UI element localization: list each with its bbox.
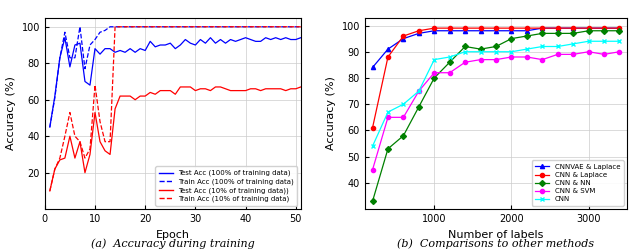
CNN & Laplace: [415, 29, 422, 32]
CNN & Laplace: [554, 27, 561, 30]
CNNVAE & Laplace: [554, 27, 561, 30]
CNN: [538, 45, 546, 48]
CNN: [461, 50, 469, 53]
Text: (b)  Comparisons to other methods: (b) Comparisons to other methods: [397, 239, 595, 249]
CNN & SVM: [399, 116, 407, 119]
Legend: CNNVAE & Laplace, CNN & Laplace, CNN & NN, CNN & SVM, CNN: CNNVAE & Laplace, CNN & Laplace, CNN & N…: [532, 161, 624, 206]
CNNVAE & Laplace: [415, 32, 422, 35]
CNN & SVM: [585, 50, 593, 53]
CNNVAE & Laplace: [616, 27, 623, 30]
CNNVAE & Laplace: [461, 29, 469, 32]
CNN & Laplace: [523, 27, 531, 30]
Legend: Test Acc (100% of training data), Train Acc (100% of training data), Test Acc (1: Test Acc (100% of training data), Train …: [155, 167, 298, 206]
CNN & SVM: [446, 71, 454, 74]
CNN & NN: [384, 147, 392, 150]
CNN: [431, 58, 438, 61]
CNN & Laplace: [570, 27, 577, 30]
CNN & Laplace: [399, 35, 407, 38]
CNN & NN: [616, 29, 623, 32]
CNN & NN: [477, 48, 484, 51]
CNN & SVM: [523, 55, 531, 58]
CNNVAE & Laplace: [431, 29, 438, 32]
CNN: [415, 90, 422, 93]
CNNVAE & Laplace: [538, 27, 546, 30]
Y-axis label: Accuracy (%): Accuracy (%): [326, 76, 336, 150]
CNN & NN: [585, 29, 593, 32]
CNNVAE & Laplace: [399, 37, 407, 40]
CNN & SVM: [369, 168, 376, 171]
CNN: [477, 50, 484, 53]
CNN: [492, 50, 500, 53]
CNN & SVM: [461, 61, 469, 64]
CNN & NN: [415, 105, 422, 108]
CNN & Laplace: [369, 126, 376, 129]
CNNVAE & Laplace: [446, 29, 454, 32]
CNN & Laplace: [600, 27, 608, 30]
CNNVAE & Laplace: [585, 27, 593, 30]
Line: CNNVAE & Laplace: CNNVAE & Laplace: [371, 26, 621, 70]
CNN & SVM: [477, 58, 484, 61]
CNN & Laplace: [508, 27, 515, 30]
CNNVAE & Laplace: [600, 27, 608, 30]
CNNVAE & Laplace: [384, 48, 392, 51]
CNN & NN: [431, 76, 438, 79]
Line: CNN & SVM: CNN & SVM: [371, 50, 621, 172]
CNNVAE & Laplace: [369, 66, 376, 69]
CNN & SVM: [431, 71, 438, 74]
CNN: [554, 45, 561, 48]
CNN: [585, 40, 593, 43]
CNN & Laplace: [616, 27, 623, 30]
CNN & NN: [399, 134, 407, 137]
CNN & NN: [523, 35, 531, 38]
CNN & SVM: [570, 53, 577, 56]
X-axis label: Number of labels: Number of labels: [448, 230, 544, 240]
CNN: [570, 42, 577, 45]
Line: CNN: CNN: [371, 39, 621, 148]
Line: CNN & NN: CNN & NN: [371, 29, 621, 203]
CNN & Laplace: [585, 27, 593, 30]
CNN & Laplace: [384, 55, 392, 58]
CNNVAE & Laplace: [508, 29, 515, 32]
CNN & Laplace: [538, 27, 546, 30]
CNNVAE & Laplace: [523, 29, 531, 32]
X-axis label: Epoch: Epoch: [156, 230, 190, 240]
CNN & Laplace: [477, 27, 484, 30]
CNN & Laplace: [492, 27, 500, 30]
CNNVAE & Laplace: [477, 29, 484, 32]
CNN & NN: [508, 37, 515, 40]
CNNVAE & Laplace: [570, 27, 577, 30]
CNN & NN: [492, 45, 500, 48]
CNN: [399, 103, 407, 106]
CNN & Laplace: [431, 27, 438, 30]
CNN & NN: [570, 32, 577, 35]
CNN & NN: [600, 29, 608, 32]
CNN & SVM: [538, 58, 546, 61]
CNN & NN: [538, 32, 546, 35]
CNN & Laplace: [461, 27, 469, 30]
CNNVAE & Laplace: [492, 29, 500, 32]
CNN: [600, 40, 608, 43]
Line: CNN & Laplace: CNN & Laplace: [371, 26, 621, 130]
CNN: [369, 145, 376, 148]
CNN & SVM: [600, 53, 608, 56]
CNN & SVM: [508, 55, 515, 58]
Text: (a)  Accuracy during training: (a) Accuracy during training: [91, 239, 255, 249]
CNN & NN: [461, 45, 469, 48]
CNN & SVM: [384, 116, 392, 119]
CNN: [523, 48, 531, 51]
CNN: [616, 40, 623, 43]
CNN: [384, 111, 392, 114]
CNN & NN: [446, 61, 454, 64]
CNN: [446, 55, 454, 58]
Y-axis label: Accuracy (%): Accuracy (%): [6, 76, 16, 150]
CNN & SVM: [554, 53, 561, 56]
CNN & SVM: [616, 50, 623, 53]
CNN & NN: [554, 32, 561, 35]
CNN & SVM: [492, 58, 500, 61]
CNN & SVM: [415, 90, 422, 93]
CNN: [508, 50, 515, 53]
CNN & NN: [369, 200, 376, 203]
CNN & Laplace: [446, 27, 454, 30]
